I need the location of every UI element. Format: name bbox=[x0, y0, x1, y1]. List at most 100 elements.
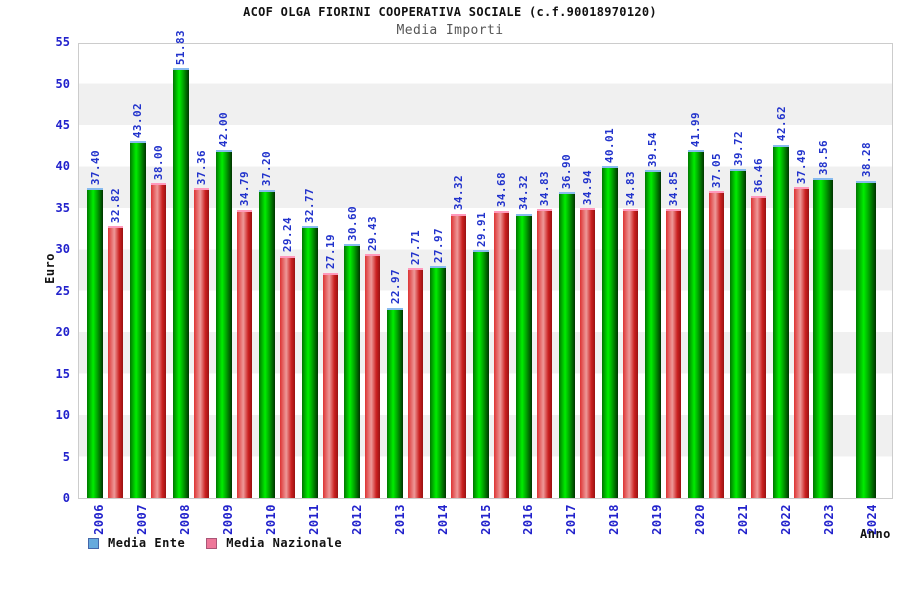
bar-value-label-media-nazionale-2012: 29.43 bbox=[366, 215, 380, 251]
x-axis-tick-label-2021: 2021 bbox=[735, 504, 750, 535]
x-axis-tick-label-2007: 2007 bbox=[135, 504, 150, 535]
x-axis-tick-label-2017: 2017 bbox=[564, 504, 579, 535]
bar-value-label-media-ente-2007: 43.02 bbox=[131, 103, 145, 139]
x-axis-tick-label-2019: 2019 bbox=[650, 504, 665, 535]
bar-value-label-media-ente-2014: 27.97 bbox=[431, 227, 445, 264]
bar-media-ente-2013 bbox=[387, 307, 404, 498]
legend-item-media-nazionale: Media Nazionale bbox=[206, 536, 342, 550]
bar-media-nazionale-2012 bbox=[365, 254, 381, 498]
bar-media-nazionale-2019 bbox=[665, 209, 681, 498]
x-axis-title: Anno bbox=[860, 527, 891, 541]
bar-value-label-media-ente-2019: 39.54 bbox=[646, 132, 660, 168]
bar-media-ente-2020 bbox=[687, 149, 704, 498]
x-axis-tick-label-2009: 2009 bbox=[221, 504, 236, 535]
legend-swatch-media-ente-icon bbox=[88, 537, 99, 549]
bar-value-label-media-ente-2011: 32.77 bbox=[303, 188, 316, 224]
bar-value-label-media-nazionale-2019: 34.85 bbox=[666, 170, 680, 207]
x-axis-tick-label-2015: 2015 bbox=[478, 504, 493, 535]
bar-media-ente-2011 bbox=[301, 226, 318, 498]
bar-media-nazionale-2011 bbox=[322, 272, 338, 498]
bar-value-label-media-ente-2018: 40.01 bbox=[603, 128, 617, 164]
bar-value-label-media-ente-2015: 29.91 bbox=[474, 211, 488, 247]
x-axis-tick-label-2006: 2006 bbox=[92, 504, 107, 535]
bar-media-ente-2012 bbox=[344, 244, 361, 498]
bar-media-ente-2007 bbox=[129, 141, 146, 498]
bar-value-label-media-ente-2020: 41.99 bbox=[689, 111, 702, 147]
bar-value-label-media-ente-2017: 36.90 bbox=[560, 153, 574, 190]
y-axis-tick-label-30: 30 bbox=[55, 242, 70, 257]
y-axis-tick-label-45: 45 bbox=[55, 117, 70, 132]
bar-value-label-media-ente-2022: 42.62 bbox=[774, 106, 788, 142]
bar-value-label-media-nazionale-2011: 27.19 bbox=[323, 234, 337, 270]
bar-media-nazionale-2009 bbox=[236, 209, 252, 498]
legend-label-media-nazionale: Media Nazionale bbox=[226, 536, 343, 550]
x-axis-tick-label-2010: 2010 bbox=[264, 504, 278, 535]
bar-value-label-media-nazionale-2014: 34.32 bbox=[452, 175, 466, 211]
bar-media-ente-2024 bbox=[856, 180, 877, 498]
bar-value-label-media-ente-2013: 22.97 bbox=[388, 269, 402, 305]
bar-value-label-media-ente-2023: 38.56 bbox=[816, 140, 830, 176]
x-axis-tick-label-2008: 2008 bbox=[178, 504, 193, 535]
bar-media-nazionale-2020 bbox=[708, 190, 724, 498]
bar-value-label-media-nazionale-2009: 34.79 bbox=[237, 171, 251, 207]
bar-value-label-media-ente-2016: 34.32 bbox=[517, 175, 531, 211]
bar-value-label-media-ente-2021: 39.72 bbox=[731, 130, 745, 166]
y-axis-tick-label-35: 35 bbox=[55, 200, 70, 215]
y-axis-tick-label-50: 50 bbox=[55, 76, 70, 91]
bar-media-ente-2009 bbox=[215, 149, 232, 498]
bar-value-label-media-nazionale-2007: 38.00 bbox=[151, 144, 165, 180]
bar-value-label-media-ente-2008: 51.83 bbox=[174, 30, 188, 66]
chart-title: ACOF OLGA FIORINI COOPERATIVA SOCIALE (c… bbox=[243, 5, 657, 19]
bar-media-nazionale-2010 bbox=[279, 255, 295, 498]
bar-value-label-media-ente-2012: 30.60 bbox=[345, 206, 359, 242]
y-axis-tick-label-5: 5 bbox=[62, 449, 70, 464]
x-axis-tick-label-2016: 2016 bbox=[521, 504, 536, 535]
x-axis-tick-label-2011: 2011 bbox=[306, 504, 321, 535]
y-axis-tick-label-20: 20 bbox=[55, 325, 70, 340]
plot-area: 37.40 32.82 43.02 38.00 51.83 37.36 42.00 34.79… bbox=[78, 30, 893, 499]
y-axis-tick-label-0: 0 bbox=[62, 491, 70, 505]
bar-media-nazionale-2017 bbox=[579, 208, 595, 498]
y-axis-tick-label-15: 15 bbox=[55, 366, 70, 381]
bar-value-label-media-nazionale-2008: 37.36 bbox=[194, 150, 208, 186]
legend: Media Ente Media Nazionale bbox=[88, 536, 342, 550]
bar-media-nazionale-2021 bbox=[751, 195, 767, 498]
bar-media-ente-2018 bbox=[601, 166, 618, 498]
bar-media-ente-2016 bbox=[515, 213, 532, 498]
bar-value-label-media-nazionale-2013: 27.71 bbox=[409, 230, 423, 266]
x-axis-tick-label-2013: 2013 bbox=[392, 504, 407, 535]
bar-value-label-media-nazionale-2010: 29.24 bbox=[280, 217, 294, 253]
bar-media-ente-2021 bbox=[730, 168, 747, 498]
bar-media-ente-2023 bbox=[813, 178, 834, 498]
bar-media-nazionale-2016 bbox=[536, 209, 552, 498]
x-axis-tick-label-2023: 2023 bbox=[821, 504, 836, 535]
x-axis-tick-label-2014: 2014 bbox=[435, 504, 450, 535]
legend-item-media-ente: Media Ente bbox=[88, 536, 185, 550]
bar-value-label-media-nazionale-2016: 34.83 bbox=[537, 171, 551, 207]
bar-media-nazionale-2018 bbox=[622, 209, 638, 498]
y-axis-tick-label-10: 10 bbox=[55, 408, 70, 423]
bar-value-label-media-ente-2010: 37.20 bbox=[260, 151, 274, 187]
bar-media-ente-2008 bbox=[172, 68, 189, 498]
chart-subtitle: Media Importi bbox=[396, 23, 504, 38]
x-axis-tick-label-2018: 2018 bbox=[607, 504, 622, 535]
y-axis-tick-label-55: 55 bbox=[55, 35, 70, 49]
bar-media-ente-2015 bbox=[473, 250, 490, 498]
bar-value-label-media-ente-2024: 38.28 bbox=[859, 142, 873, 178]
bar-value-label-media-nazionale-2015: 34.68 bbox=[495, 172, 509, 208]
bar-media-nazionale-2007 bbox=[150, 182, 166, 498]
bar-value-label-media-nazionale-2006: 32.82 bbox=[109, 187, 122, 223]
x-axis-tick-label-2012: 2012 bbox=[349, 504, 364, 535]
bar-value-label-media-nazionale-2022: 37.49 bbox=[795, 149, 809, 185]
legend-swatch-media-nazionale-icon bbox=[206, 537, 218, 549]
bar-value-label-media-nazionale-2020: 37.05 bbox=[709, 152, 723, 188]
bar-value-label-media-nazionale-2018: 34.83 bbox=[623, 171, 637, 207]
bar-value-label-media-ente-2006: 37.40 bbox=[88, 149, 102, 185]
bar-media-ente-2019 bbox=[644, 170, 661, 498]
bar-media-nazionale-2006 bbox=[108, 225, 123, 498]
bar-media-nazionale-2014 bbox=[451, 213, 467, 498]
bar-value-label-media-nazionale-2017: 34.94 bbox=[580, 170, 594, 206]
bar-media-ente-2022 bbox=[773, 144, 790, 498]
bar-value-label-media-nazionale-2021: 36.46 bbox=[752, 157, 766, 193]
